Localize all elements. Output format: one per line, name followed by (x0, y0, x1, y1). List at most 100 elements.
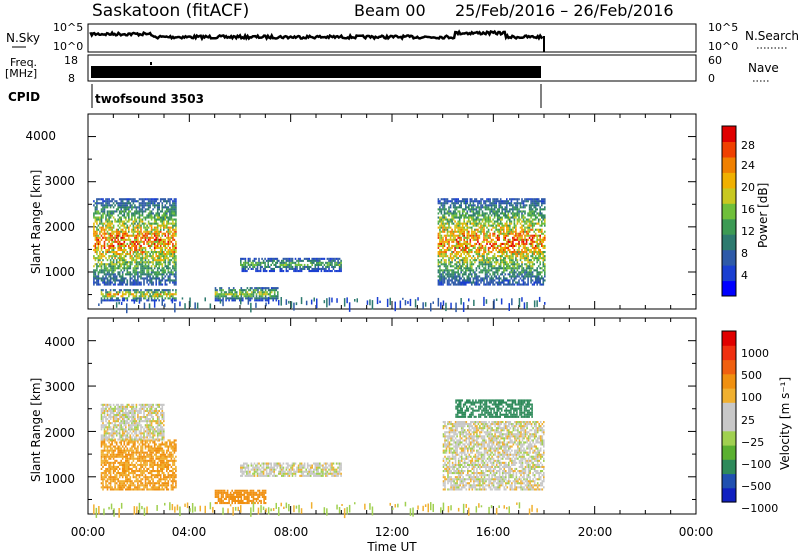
velocity-cell (112, 453, 115, 456)
power-cell (166, 214, 168, 217)
power-cell (460, 238, 462, 241)
power-cell (503, 202, 505, 205)
power-cell (108, 216, 110, 219)
power-cell (114, 277, 116, 280)
power-cell (128, 261, 130, 264)
power-cell (474, 236, 476, 239)
power-cell (108, 271, 110, 274)
power-cell (100, 255, 103, 258)
power-cell (335, 263, 338, 266)
power-cell (516, 212, 519, 215)
power-cell (111, 251, 113, 254)
power-cell (121, 261, 124, 264)
power-cell (149, 204, 151, 207)
power-cell (132, 289, 135, 292)
power-cell (522, 277, 525, 280)
nsky-series-line (89, 29, 544, 42)
power-cell (442, 206, 444, 209)
power-cell (530, 265, 532, 268)
power-cell (516, 202, 519, 205)
power-cell (440, 210, 443, 213)
power-cell (534, 249, 537, 252)
velocity-cell (109, 457, 112, 460)
power-cell (478, 246, 481, 249)
power-cell (106, 259, 109, 262)
power-cell (109, 261, 112, 264)
power-cell (477, 212, 479, 215)
power-cell (170, 234, 173, 237)
power-cell (510, 251, 513, 254)
power-cell (103, 240, 106, 243)
power-cell (231, 293, 233, 296)
power-cell (128, 210, 130, 213)
power-cell (114, 273, 116, 276)
power-cell (527, 246, 529, 249)
power-cell (522, 275, 525, 278)
power-cell (179, 301, 181, 307)
power-cell (138, 224, 141, 227)
power-cell (152, 251, 154, 254)
power-cell (518, 275, 520, 278)
power-cell (452, 273, 455, 276)
power-cell (117, 220, 119, 223)
power-cell (527, 230, 529, 233)
power-cell (150, 226, 153, 229)
power-cell (474, 208, 476, 211)
power-cell (131, 263, 133, 266)
power-cell (469, 204, 472, 207)
power-cell (443, 249, 446, 252)
power-cell (469, 234, 472, 237)
power-cell (536, 240, 538, 243)
power-cell (156, 267, 159, 270)
power-cell (273, 270, 275, 273)
velocity-cell (114, 459, 116, 462)
power-cell (117, 267, 119, 270)
power-cell (475, 222, 478, 225)
power-cell (103, 269, 106, 272)
velocity-cell (114, 470, 116, 473)
power-cell (536, 246, 538, 249)
power-cell (477, 236, 479, 239)
power-cell (144, 261, 147, 264)
power-cell (173, 279, 176, 282)
power-cell (112, 210, 115, 213)
power-cell (105, 269, 107, 272)
power-cell (123, 234, 126, 237)
power-cell (234, 289, 236, 292)
power-cell (170, 253, 173, 256)
power-cell (164, 242, 167, 245)
power-cell (454, 271, 456, 274)
power-cell (506, 200, 508, 203)
power-cell (163, 255, 165, 258)
power-cell (150, 216, 153, 219)
power-cell (487, 218, 490, 221)
power-cell (498, 249, 500, 252)
power-cell (152, 261, 154, 264)
power-cell (522, 267, 525, 270)
power-cell (175, 299, 177, 302)
power-cell (217, 295, 220, 298)
power-cell (490, 244, 493, 247)
power-cell (255, 289, 258, 292)
power-cell (332, 259, 335, 262)
power-cell (117, 297, 119, 300)
power-cell (483, 259, 485, 262)
power-cell (468, 281, 470, 284)
power-cell (155, 293, 157, 296)
power-cell (149, 232, 151, 235)
velocity-cell (106, 461, 109, 464)
power-cell (437, 220, 440, 223)
cpid-program: twofsound 3503 (95, 92, 204, 106)
power-cell (135, 234, 138, 237)
power-cell (150, 232, 153, 235)
power-cell (469, 267, 472, 270)
power-cell (531, 226, 534, 229)
power-cell (120, 259, 122, 262)
power-cell (128, 220, 130, 223)
power-cell (118, 230, 121, 233)
power-cell (452, 214, 455, 217)
power-cell (155, 271, 157, 274)
power-cell (94, 281, 97, 284)
power-cell (518, 281, 520, 284)
velocity-cell (108, 486, 110, 489)
